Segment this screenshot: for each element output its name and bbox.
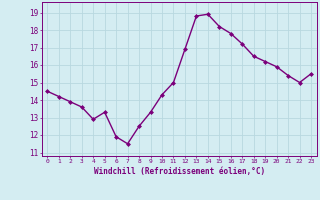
X-axis label: Windchill (Refroidissement éolien,°C): Windchill (Refroidissement éolien,°C)	[94, 167, 265, 176]
